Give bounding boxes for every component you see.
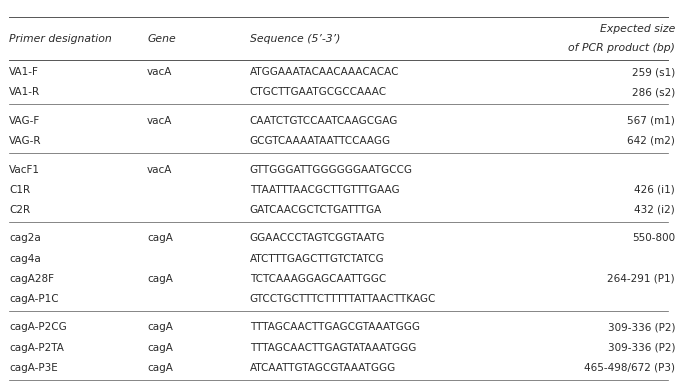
Text: VAG-F: VAG-F [9, 116, 40, 126]
Text: VAG-R: VAG-R [9, 136, 42, 146]
Text: Gene: Gene [147, 34, 176, 44]
Text: 465-498/672 (P3): 465-498/672 (P3) [584, 363, 675, 373]
Text: 432 (i2): 432 (i2) [634, 205, 675, 215]
Text: 426 (i1): 426 (i1) [634, 185, 675, 195]
Text: C2R: C2R [9, 205, 30, 215]
Text: TTTAGCAACTTGAGTATAAATGGG: TTTAGCAACTTGAGTATAAATGGG [250, 342, 416, 353]
Text: cagA: cagA [147, 274, 173, 284]
Text: cagA: cagA [147, 233, 173, 243]
Text: ATGGAAATACAACAAACACAC: ATGGAAATACAACAAACACAC [250, 67, 399, 77]
Text: GATCAACGCTCTGATTTGA: GATCAACGCTCTGATTTGA [250, 205, 382, 215]
Text: 259 (s1): 259 (s1) [632, 67, 675, 77]
Text: vacA: vacA [147, 164, 172, 175]
Text: ATCTTTGAGCTTGTCTATCG: ATCTTTGAGCTTGTCTATCG [250, 253, 384, 264]
Text: 642 (m2): 642 (m2) [627, 136, 675, 146]
Text: GTCCTGCTTTCTTTTTATTAACTTKAGC: GTCCTGCTTTCTTTTTATTAACTTKAGC [250, 294, 436, 304]
Text: 550-800: 550-800 [632, 233, 675, 243]
Text: Primer designation: Primer designation [9, 34, 111, 44]
Text: TTAATTTAACGCTTGTTTGAAG: TTAATTTAACGCTTGTTTGAAG [250, 185, 399, 195]
Text: CAATCTGTCCAATCAAGCGAG: CAATCTGTCCAATCAAGCGAG [250, 116, 398, 126]
Text: cagA-P1C: cagA-P1C [9, 294, 59, 304]
Text: GTTGGGATTGGGGGGAATGCCG: GTTGGGATTGGGGGGAATGCCG [250, 164, 412, 175]
Text: cagA-P2TA: cagA-P2TA [9, 342, 64, 353]
Text: 286 (s2): 286 (s2) [632, 87, 675, 97]
Text: of PCR product (bp): of PCR product (bp) [568, 43, 675, 53]
Text: cag2a: cag2a [9, 233, 40, 243]
Text: cagA: cagA [147, 363, 173, 373]
Text: 567 (m1): 567 (m1) [627, 116, 675, 126]
Text: cagA: cagA [147, 342, 173, 353]
Text: cagA-P2CG: cagA-P2CG [9, 322, 66, 332]
Text: cagA: cagA [147, 322, 173, 332]
Text: VA1-F: VA1-F [9, 67, 39, 77]
Text: 264-291 (P1): 264-291 (P1) [607, 274, 675, 284]
Text: VacF1: VacF1 [9, 164, 40, 175]
Text: GCGTCAAAATAATTCCAAGG: GCGTCAAAATAATTCCAAGG [250, 136, 391, 146]
Text: Sequence (5’-3’): Sequence (5’-3’) [250, 34, 340, 44]
Text: 309-336 (P2): 309-336 (P2) [607, 342, 675, 353]
Text: 309-336 (P2): 309-336 (P2) [607, 322, 675, 332]
Text: GGAACCCTAGTCGGTAATG: GGAACCCTAGTCGGTAATG [250, 233, 385, 243]
Text: vacA: vacA [147, 67, 172, 77]
Text: VA1-R: VA1-R [9, 87, 40, 97]
Text: cagA28F: cagA28F [9, 274, 54, 284]
Text: TTTAGCAACTTGAGCGTAAATGGG: TTTAGCAACTTGAGCGTAAATGGG [250, 322, 420, 332]
Text: cag4a: cag4a [9, 253, 40, 264]
Text: C1R: C1R [9, 185, 30, 195]
Text: TCTCAAAGGAGCAATTGGC: TCTCAAAGGAGCAATTGGC [250, 274, 386, 284]
Text: vacA: vacA [147, 116, 172, 126]
Text: cagA-P3E: cagA-P3E [9, 363, 57, 373]
Text: CTGCTTGAATGCGCCAAAC: CTGCTTGAATGCGCCAAAC [250, 87, 386, 97]
Text: Expected size: Expected size [600, 24, 675, 34]
Text: ATCAATTGTAGCGTAAATGGG: ATCAATTGTAGCGTAAATGGG [250, 363, 396, 373]
